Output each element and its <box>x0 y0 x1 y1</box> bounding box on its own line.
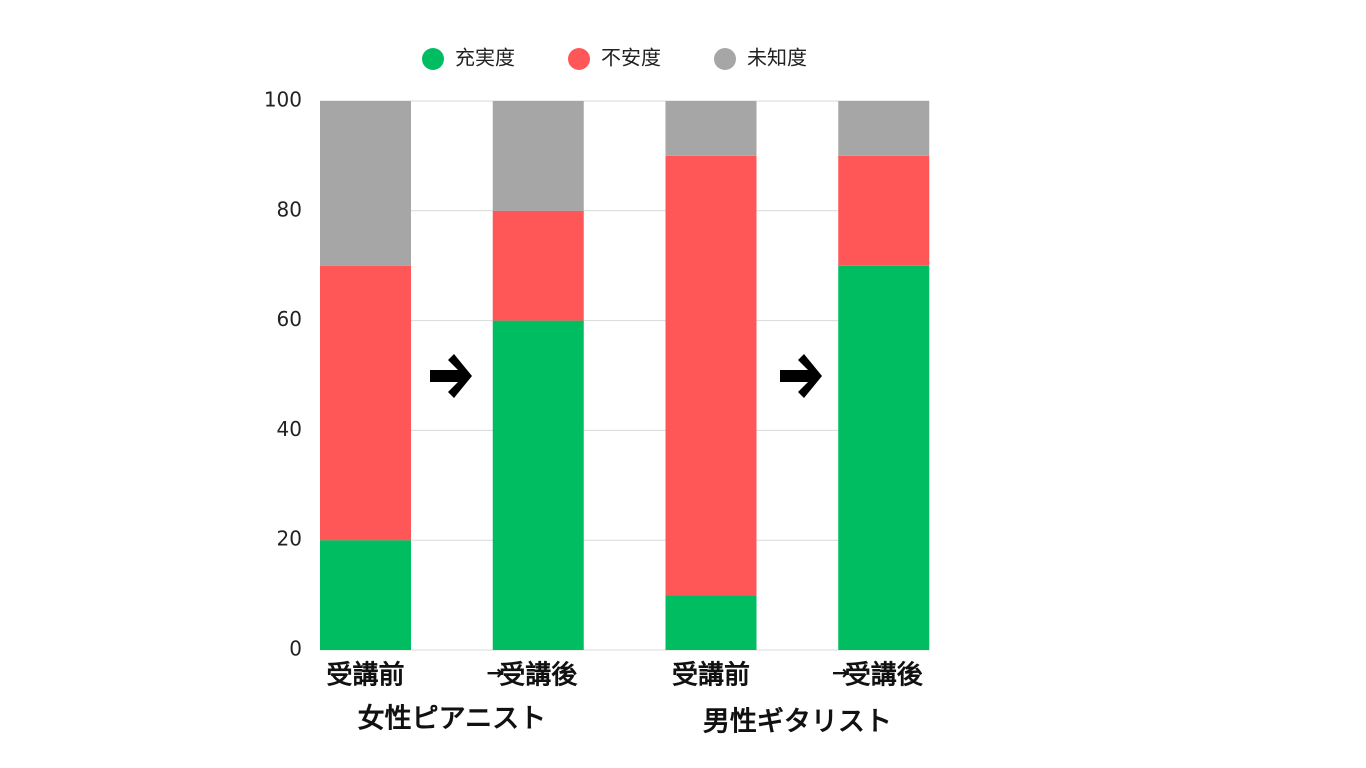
arrow-icon <box>430 354 472 398</box>
bar-segment <box>838 101 930 156</box>
arrow-label: → <box>832 661 849 685</box>
y-tick-label: 40 <box>277 417 302 441</box>
legend-label: 充実度 <box>455 46 515 70</box>
legend-marker <box>568 48 590 70</box>
bar-segment <box>320 101 411 266</box>
x-tick-label: 受講前 <box>326 660 404 691</box>
bar-segment <box>838 155 930 266</box>
group-label: 男性ギタリスト <box>703 707 892 738</box>
y-tick-label: 0 <box>289 637 302 661</box>
bar-segment <box>838 265 930 650</box>
legend-marker <box>714 48 736 70</box>
bar-segment <box>492 210 584 321</box>
y-tick-label: 60 <box>277 307 302 331</box>
y-tick-label: 20 <box>277 527 302 551</box>
y-tick-label: 100 <box>264 88 302 112</box>
bar-segment <box>492 320 584 650</box>
legend-label: 不安度 <box>601 46 661 70</box>
x-tick-label: 受講後 <box>845 660 924 691</box>
bar-segment <box>320 265 411 541</box>
bar-segment <box>665 595 757 650</box>
y-tick-label: 80 <box>277 197 302 221</box>
arrow-label: → <box>486 661 503 685</box>
legend-marker <box>422 48 444 70</box>
arrow-icon <box>780 354 822 398</box>
x-tick-label: 受講前 <box>672 660 750 691</box>
bar-segment <box>320 540 411 650</box>
bar-segment <box>492 101 584 211</box>
bar-segment <box>665 155 757 596</box>
bar-segment <box>665 101 757 156</box>
x-tick-label: 受講後 <box>499 660 578 691</box>
group-label: 女性ピアニスト <box>358 703 546 735</box>
legend-label: 未知度 <box>747 46 807 70</box>
